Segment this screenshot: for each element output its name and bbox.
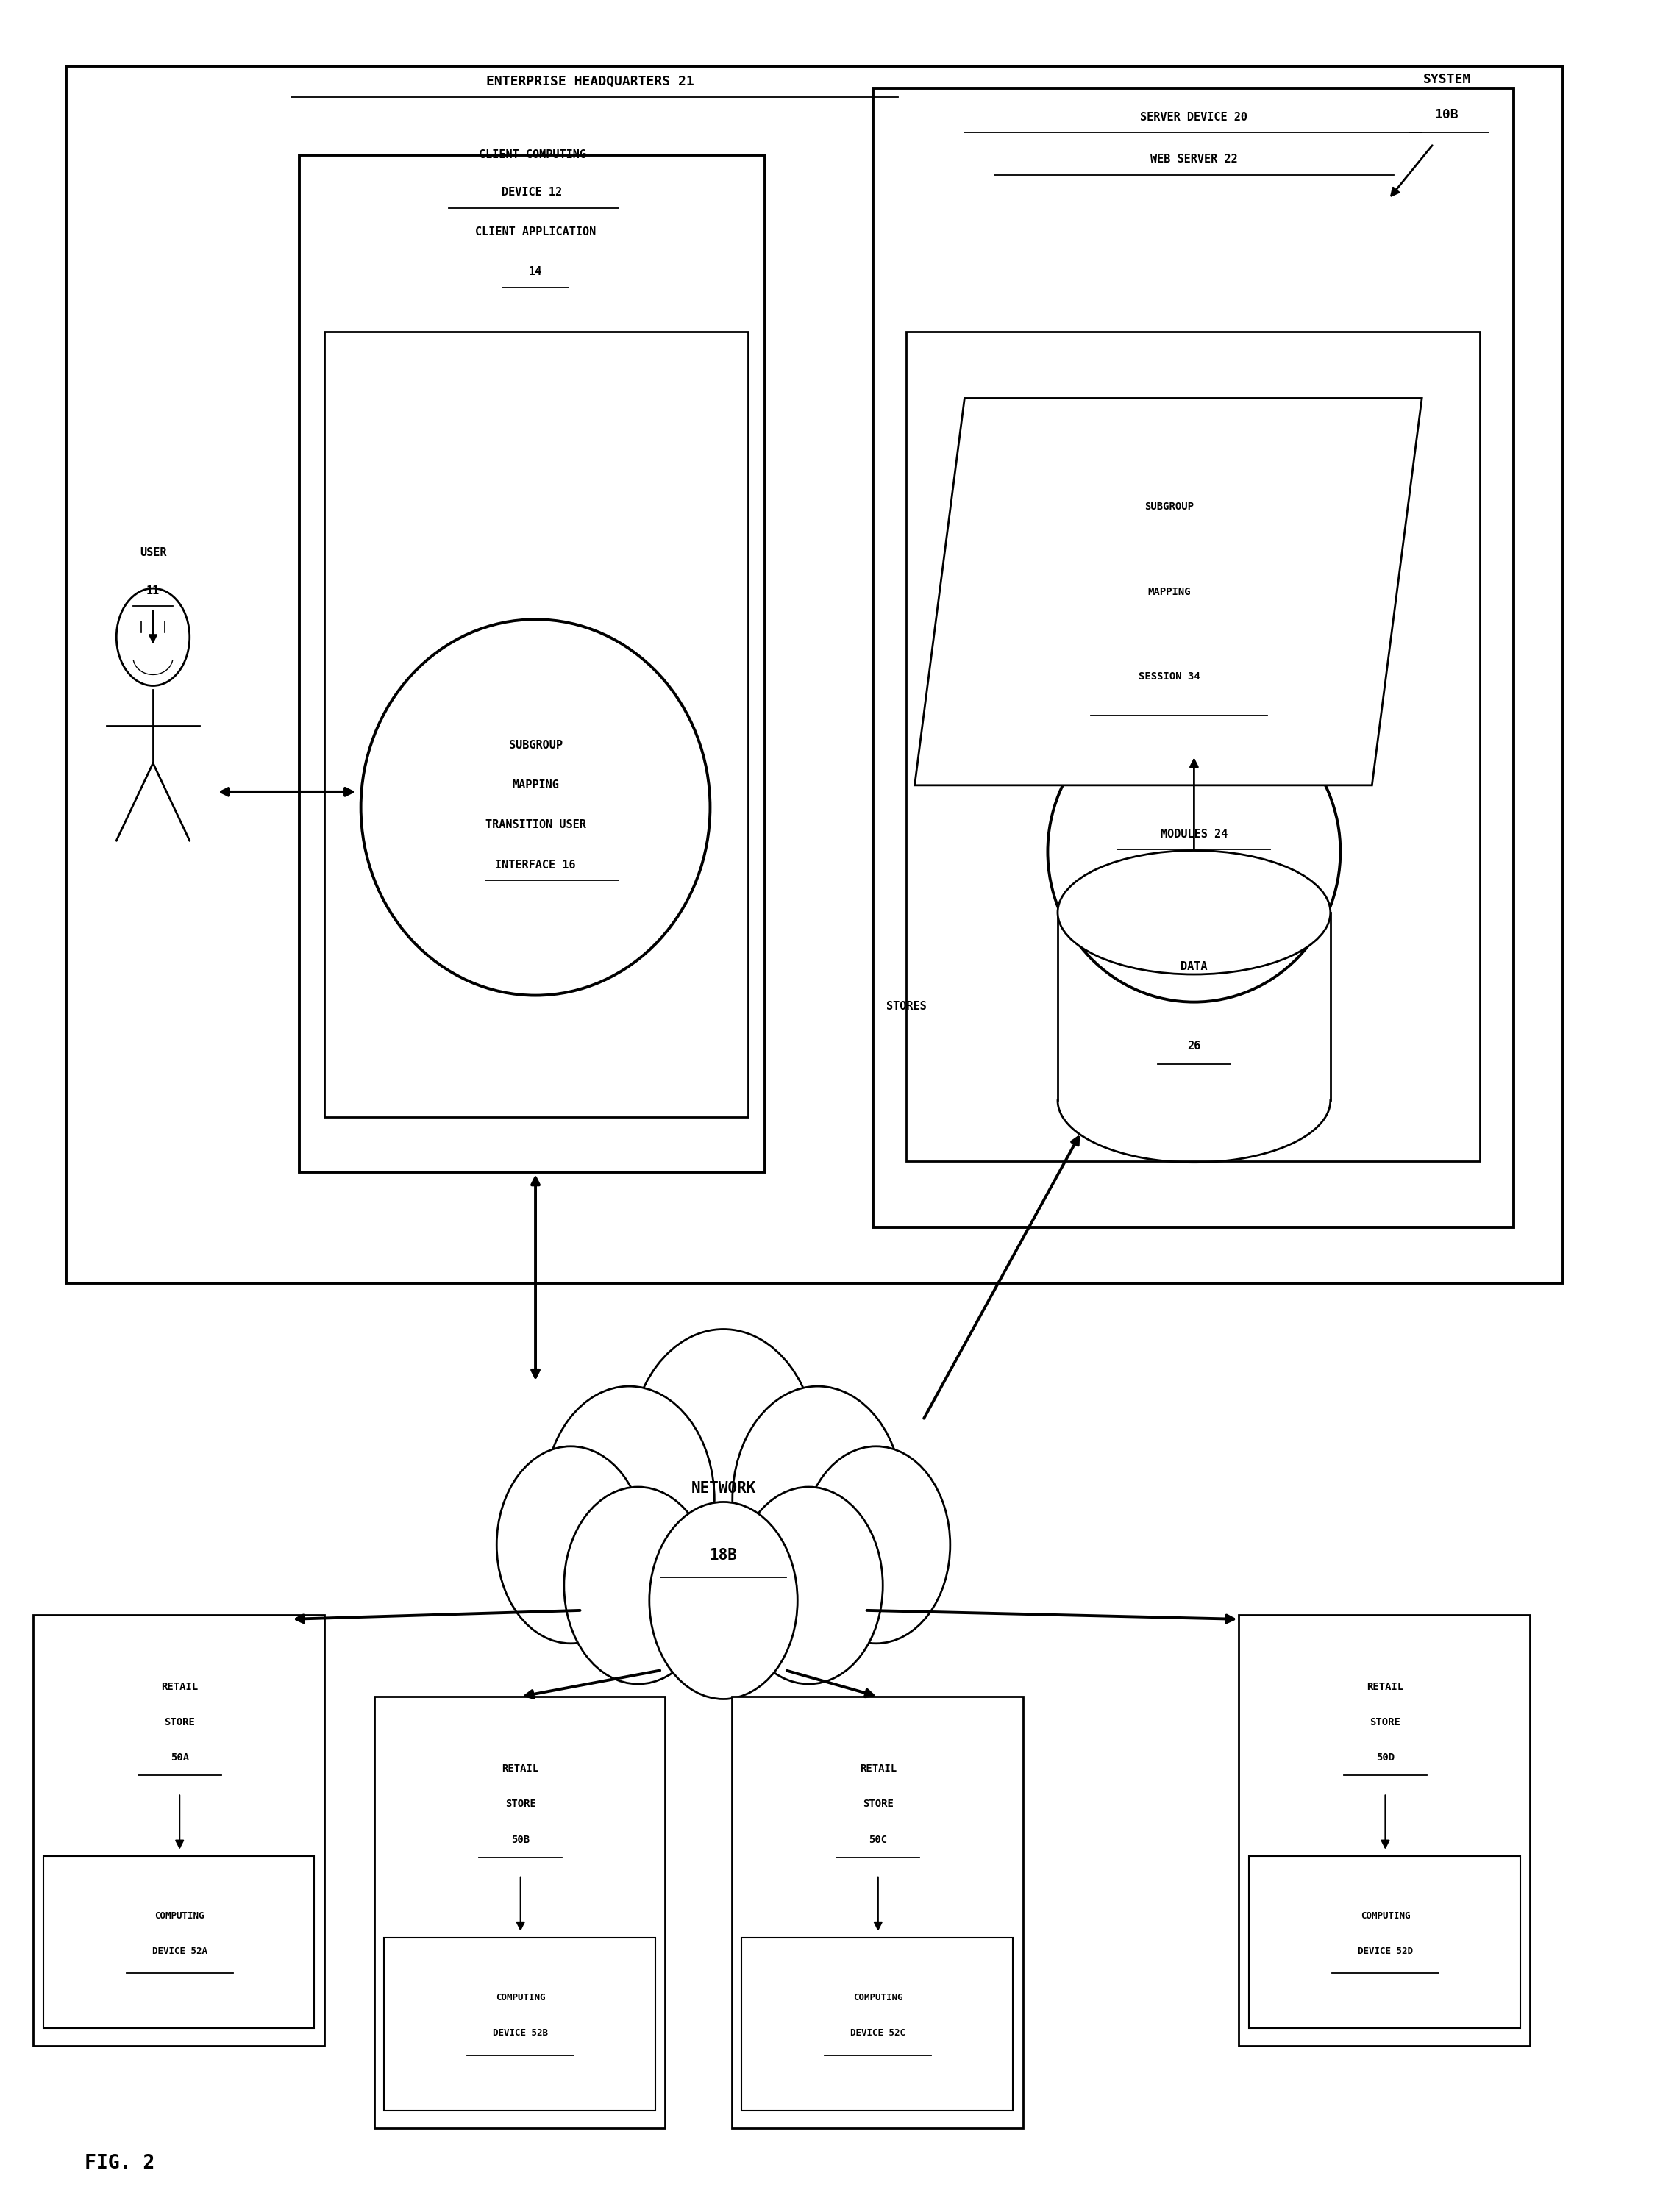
Text: COMPUTING: COMPUTING xyxy=(853,1993,903,2002)
Bar xyxy=(742,1938,1013,2110)
Text: SUBGROUP: SUBGROUP xyxy=(1144,502,1194,511)
Circle shape xyxy=(732,1387,903,1613)
Circle shape xyxy=(649,1502,798,1699)
Bar xyxy=(374,1697,665,2128)
Text: 50A: 50A xyxy=(170,1752,190,1763)
Polygon shape xyxy=(915,398,1422,785)
Text: DATA: DATA xyxy=(1181,962,1207,971)
Text: CLIENT APPLICATION: CLIENT APPLICATION xyxy=(476,228,595,237)
Bar xyxy=(299,155,765,1172)
Text: STORE: STORE xyxy=(1370,1717,1400,1728)
Text: STORES: STORES xyxy=(886,1002,926,1011)
Bar xyxy=(67,66,1563,1283)
Ellipse shape xyxy=(1048,701,1340,1002)
Circle shape xyxy=(735,1486,883,1683)
Text: MAPPING: MAPPING xyxy=(512,781,559,790)
Text: 50D: 50D xyxy=(1375,1752,1395,1763)
Bar xyxy=(324,332,748,1117)
Text: COMPUTING: COMPUTING xyxy=(1360,1911,1410,1920)
Text: RETAIL: RETAIL xyxy=(161,1681,198,1692)
Text: DEVICE 52D: DEVICE 52D xyxy=(1357,1947,1414,1955)
Text: DEVICE 52B: DEVICE 52B xyxy=(492,2028,549,2037)
Text: 50C: 50C xyxy=(868,1834,888,1845)
Bar xyxy=(906,332,1480,1161)
Bar xyxy=(732,1697,1023,2128)
Bar xyxy=(33,1615,324,2046)
Bar xyxy=(43,1856,314,2028)
Bar xyxy=(873,88,1513,1228)
Text: INTERFACE 16: INTERFACE 16 xyxy=(496,860,575,869)
Circle shape xyxy=(116,588,190,686)
Text: ENTERPRISE HEADQUARTERS 21: ENTERPRISE HEADQUARTERS 21 xyxy=(486,75,695,88)
Ellipse shape xyxy=(1058,852,1330,973)
Text: COMPUTING: COMPUTING xyxy=(155,1911,205,1920)
Circle shape xyxy=(544,1387,715,1613)
Bar xyxy=(1249,1856,1520,2028)
Text: NETWORK: NETWORK xyxy=(690,1482,757,1495)
Text: DEVICE 52C: DEVICE 52C xyxy=(850,2028,906,2037)
Circle shape xyxy=(497,1447,645,1644)
Text: RETAIL: RETAIL xyxy=(860,1763,896,1774)
Text: FIG. 2: FIG. 2 xyxy=(85,2154,155,2172)
Circle shape xyxy=(802,1447,950,1644)
Text: SUBGROUP: SUBGROUP xyxy=(509,741,562,750)
Circle shape xyxy=(629,1329,818,1579)
Text: WEB SERVER 22: WEB SERVER 22 xyxy=(1151,155,1237,164)
Text: 10B: 10B xyxy=(1435,108,1458,122)
Text: STORE: STORE xyxy=(165,1717,195,1728)
Text: STORE: STORE xyxy=(506,1798,535,1809)
Text: 26: 26 xyxy=(1187,1042,1201,1051)
Text: RETAIL: RETAIL xyxy=(1367,1681,1404,1692)
Bar xyxy=(1058,911,1330,1099)
Text: DEVICE 12: DEVICE 12 xyxy=(502,188,562,197)
Text: SESSION 34: SESSION 34 xyxy=(1137,672,1201,681)
Bar xyxy=(1239,1615,1530,2046)
Text: 18B: 18B xyxy=(710,1548,737,1562)
Text: 11: 11 xyxy=(146,586,160,595)
Text: SYSTEM: SYSTEM xyxy=(1424,73,1470,86)
Text: MODULES 24: MODULES 24 xyxy=(1161,830,1227,838)
Bar xyxy=(384,1938,655,2110)
Text: 50B: 50B xyxy=(511,1834,530,1845)
Text: DEVICE 52A: DEVICE 52A xyxy=(151,1947,208,1955)
Text: 14: 14 xyxy=(529,268,542,276)
Circle shape xyxy=(564,1486,712,1683)
Text: STORE: STORE xyxy=(863,1798,893,1809)
Text: COMPUTING: COMPUTING xyxy=(496,1993,545,2002)
Ellipse shape xyxy=(361,619,710,995)
Text: TRANSITION USER: TRANSITION USER xyxy=(486,821,585,830)
Text: USER: USER xyxy=(140,549,166,557)
Text: MAPPING: MAPPING xyxy=(1147,586,1191,597)
Text: SERVER DEVICE 20: SERVER DEVICE 20 xyxy=(1141,113,1247,122)
Text: RETAIL: RETAIL xyxy=(502,1763,539,1774)
Text: CLIENT COMPUTING: CLIENT COMPUTING xyxy=(479,150,585,159)
